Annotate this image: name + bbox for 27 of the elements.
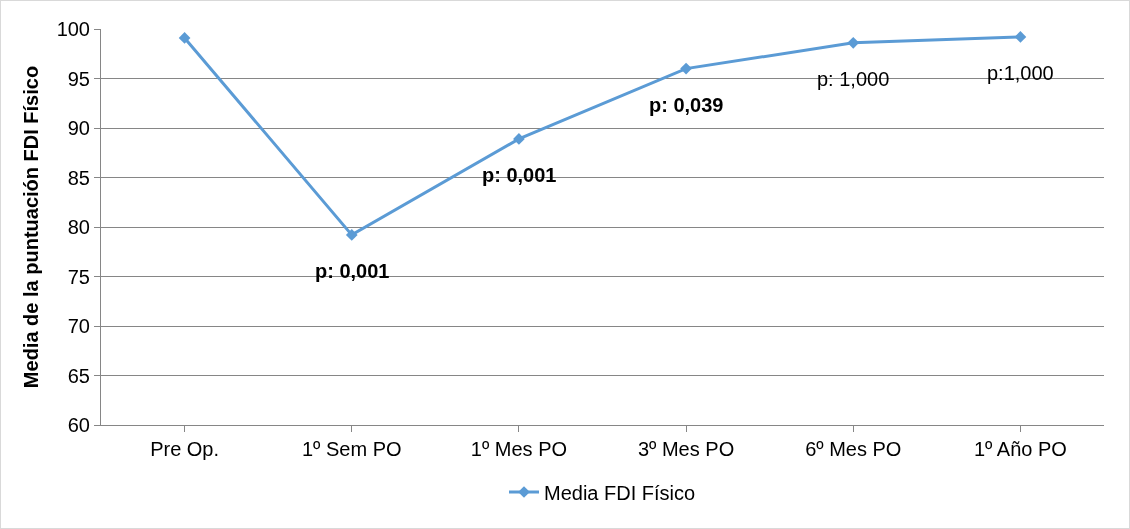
x-tick-label: 1º Año PO — [973, 438, 1067, 460]
point — [345, 229, 358, 241]
y-tick-label: 95 — [67, 67, 90, 90]
x-tick-label: Pre Op. — [150, 438, 220, 460]
y-axis-title: Media de la puntuación FDI Físico — [20, 65, 43, 389]
x-tick-label: 6º Mes PO — [805, 438, 902, 460]
y-tick-label: 80 — [67, 216, 90, 238]
x-tick-label: 1º Mes PO — [470, 438, 568, 460]
y-tick-label: 90 — [67, 117, 90, 139]
point — [178, 32, 191, 44]
y-tick-label: 100 — [56, 18, 90, 40]
y-tick-label: 65 — [67, 364, 90, 387]
annotation: p: 1,000 — [817, 68, 890, 90]
point — [1014, 31, 1027, 43]
y-tick-label: 70 — [67, 315, 90, 337]
annotation: p:1,000 — [987, 62, 1054, 84]
x-tick-label: 3º Mes PO — [637, 438, 735, 460]
point — [513, 133, 525, 145]
point — [680, 62, 692, 75]
annotation: p: 0,039 — [649, 94, 724, 116]
annotation: p: 0,001 — [315, 260, 390, 282]
x-tick-label: 1º Sem PO — [301, 438, 402, 460]
y-tick-label: 75 — [67, 265, 90, 288]
y-tick-label: 85 — [67, 166, 90, 189]
legend-label: Media FDI Físico — [544, 481, 696, 504]
annotation: p: 0,001 — [482, 164, 557, 186]
y-tick-label: 60 — [67, 414, 90, 436]
